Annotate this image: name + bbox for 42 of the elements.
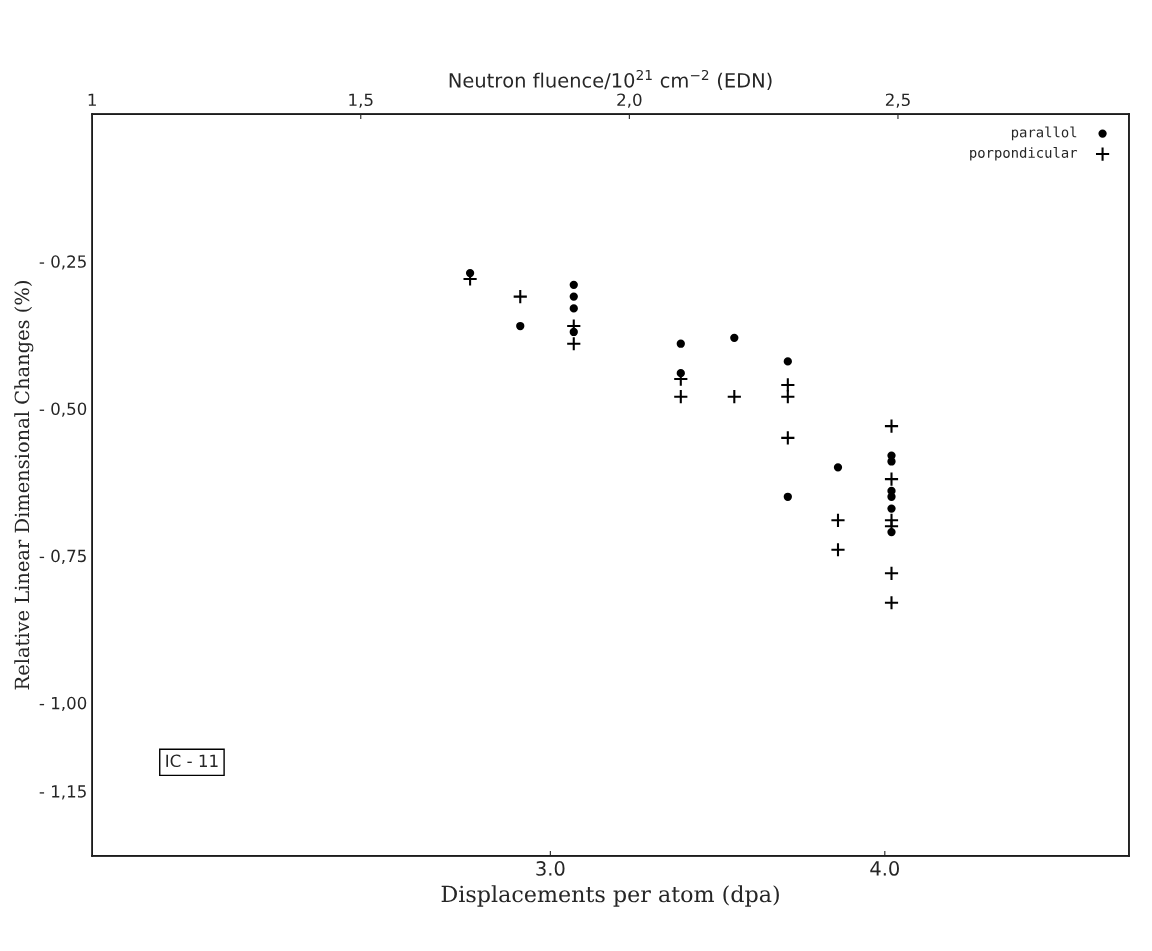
point: [887, 492, 896, 501]
x-axis-title: Displacements per atom (dpa): [441, 885, 779, 907]
y-tick-label: - 1,00: [39, 696, 87, 712]
point: [883, 471, 900, 487]
point: [676, 339, 685, 348]
x2-tick-label: 2,5: [885, 93, 910, 108]
point: [883, 595, 900, 611]
x-tick-label: 3.0: [536, 861, 565, 876]
point: [780, 377, 796, 393]
point: [883, 418, 900, 434]
y-tick-label: - 1,15: [39, 785, 86, 800]
point: [780, 389, 796, 405]
point: [887, 504, 896, 513]
legend-label: porpondicular: [970, 147, 1078, 161]
point: [726, 389, 742, 405]
y-axis-title: Relative Linear Dimensional Changes (%): [14, 281, 34, 690]
point: [883, 565, 900, 581]
x2-axis-title: Neutron fluence/10$^{21}$ cm$^{−2}$ (EDN): [449, 69, 772, 90]
x2-tick-label: 1,5: [349, 93, 373, 108]
legend-label: parallol: [1011, 126, 1077, 141]
x2-tick-label: 2,0: [617, 93, 642, 108]
point: [673, 389, 689, 405]
point: [887, 457, 896, 466]
point: [569, 304, 578, 313]
point: [830, 512, 846, 528]
point: [830, 542, 846, 558]
point: [780, 430, 796, 446]
point: [569, 280, 578, 289]
point: [569, 292, 578, 301]
annotation: IC - 11: [166, 754, 218, 768]
point: [730, 333, 739, 342]
point: [833, 463, 843, 472]
point: [566, 336, 582, 352]
y-tick-label: - 0,50: [39, 402, 87, 417]
point: [783, 357, 792, 366]
x-tick-label: 4.0: [870, 861, 899, 876]
y-tick-label: - 0,25: [39, 255, 86, 270]
x2-tick-label: 1: [88, 93, 96, 106]
point: [512, 288, 528, 305]
point: [783, 492, 792, 501]
y-tick-label: - 0,75: [39, 549, 86, 564]
point: [516, 321, 525, 331]
